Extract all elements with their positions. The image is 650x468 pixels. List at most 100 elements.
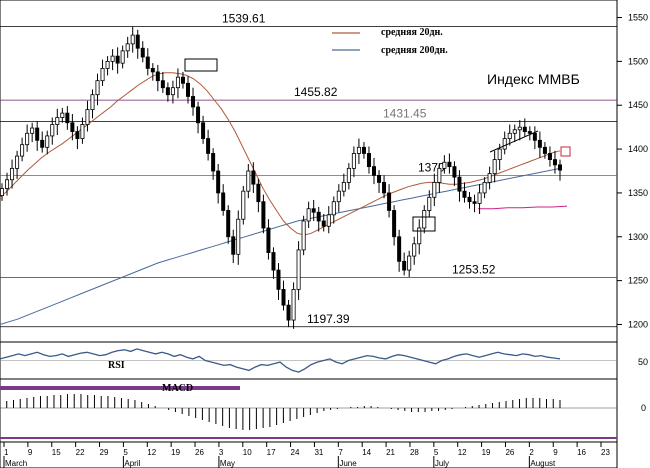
month-label: April — [124, 459, 140, 468]
candle-body — [432, 181, 437, 198]
candle-body — [25, 132, 30, 146]
candle-body — [366, 153, 371, 168]
level-label: 1253.52 — [452, 263, 496, 277]
day-tick-label: 12 — [147, 448, 156, 457]
month-label: June — [339, 459, 357, 468]
candle-body — [331, 201, 336, 216]
month-label: August — [530, 459, 556, 468]
candle-body — [226, 210, 231, 238]
candle-body — [251, 170, 256, 185]
candle-body — [417, 227, 422, 245]
candle-body — [191, 96, 196, 108]
candle-body — [246, 170, 251, 192]
candle-body — [266, 227, 271, 253]
candle-body — [175, 76, 180, 89]
macd-panel: MACD 0 — [0, 378, 646, 443]
legend-ma200-label: средняя 200дн. — [381, 45, 448, 56]
candle-body — [105, 60, 110, 69]
candle-body — [321, 220, 326, 227]
rsi-line — [0, 348, 617, 373]
candle-body — [477, 192, 482, 204]
month-label: March — [5, 459, 27, 468]
annotation-box — [412, 216, 436, 232]
rsi-panel: RSI 50 — [0, 341, 648, 380]
candle-body — [457, 176, 462, 192]
candle-body — [60, 112, 65, 118]
day-tick-label: 2 — [529, 448, 534, 457]
candle-body — [437, 167, 442, 183]
candle-body — [130, 34, 135, 45]
day-tick-label: 7 — [338, 448, 343, 457]
price-tick-label: 1500 — [628, 56, 648, 66]
candle-body — [55, 117, 60, 125]
candle-body — [196, 106, 201, 124]
candle-body — [507, 132, 512, 139]
candle-body — [40, 139, 45, 148]
candlesticks — [0, 26, 563, 329]
candle-body — [301, 220, 306, 251]
candle-body — [100, 68, 105, 82]
candle-body — [346, 167, 351, 183]
candle-body — [532, 132, 537, 141]
day-tick-label: 26 — [505, 448, 514, 457]
day-tick-label: 17 — [267, 448, 276, 457]
candle-body — [351, 153, 356, 169]
candle-body — [85, 109, 90, 125]
day-tick-label: 21 — [386, 448, 395, 457]
candle-body — [180, 76, 185, 84]
candle-body — [110, 55, 115, 62]
candle-body — [452, 166, 457, 178]
macd-strip — [0, 386, 240, 390]
candle-body — [341, 181, 346, 192]
day-tick-label: 5 — [123, 448, 128, 457]
annotation-box — [184, 58, 218, 72]
day-tick-label: 14 — [362, 448, 371, 457]
candle-body — [462, 190, 467, 198]
candle-body — [412, 243, 417, 257]
candle-body — [221, 192, 226, 211]
candle-body — [392, 210, 397, 238]
price-axis: 1200 1250 1300 1350 1400 1450 1500 1550 — [617, 13, 648, 329]
candle-body — [517, 126, 522, 131]
day-tick-label: 22 — [76, 448, 85, 457]
candle-body — [80, 124, 85, 139]
day-tick-label: 19 — [482, 448, 491, 457]
day-tick-label: 26 — [195, 448, 204, 457]
day-tick-label: 10 — [243, 448, 252, 457]
candle-body — [170, 87, 175, 96]
candle-body — [336, 190, 341, 203]
month-label: July — [435, 459, 449, 468]
day-tick-label: 28 — [410, 448, 419, 457]
candle-body — [407, 255, 412, 271]
candle-body — [201, 122, 206, 139]
rsi-tick-label: 50 — [638, 357, 648, 367]
price-tick-label: 1350 — [628, 188, 648, 198]
candle-body — [271, 252, 276, 271]
day-tick-label: 24 — [291, 448, 300, 457]
day-tick-label: 23 — [601, 448, 610, 457]
rsi-path — [0, 348, 561, 373]
candle-body — [211, 153, 216, 172]
legend-ma20-label: средняя 20дн. — [381, 27, 443, 38]
price-tick-label: 1300 — [628, 232, 648, 242]
candle-body — [447, 161, 452, 168]
rsi-label: RSI — [108, 360, 125, 371]
candle-body — [311, 208, 316, 213]
candle-body — [361, 146, 366, 154]
candle-body — [326, 214, 331, 227]
time-axis: 1 9 15 22 29 5 12 19 26 3 10 17 24 31 7 14 21 28 5 12 19 26 2 9… — [0, 441, 618, 468]
price-panel-frame — [0, 0, 618, 343]
day-tick-label: 3 — [219, 448, 224, 457]
candle-body — [135, 34, 140, 49]
candle-body — [286, 304, 291, 321]
level-label: 1431.45 — [383, 106, 427, 120]
candle-body — [231, 236, 236, 255]
candle-body — [397, 236, 402, 262]
macd-histogram — [0, 394, 561, 430]
candle-body — [256, 183, 261, 203]
ma20-line — [0, 72, 561, 236]
candle-body — [558, 164, 563, 171]
ma50-segment — [478, 205, 568, 210]
ma50-path — [478, 205, 568, 210]
